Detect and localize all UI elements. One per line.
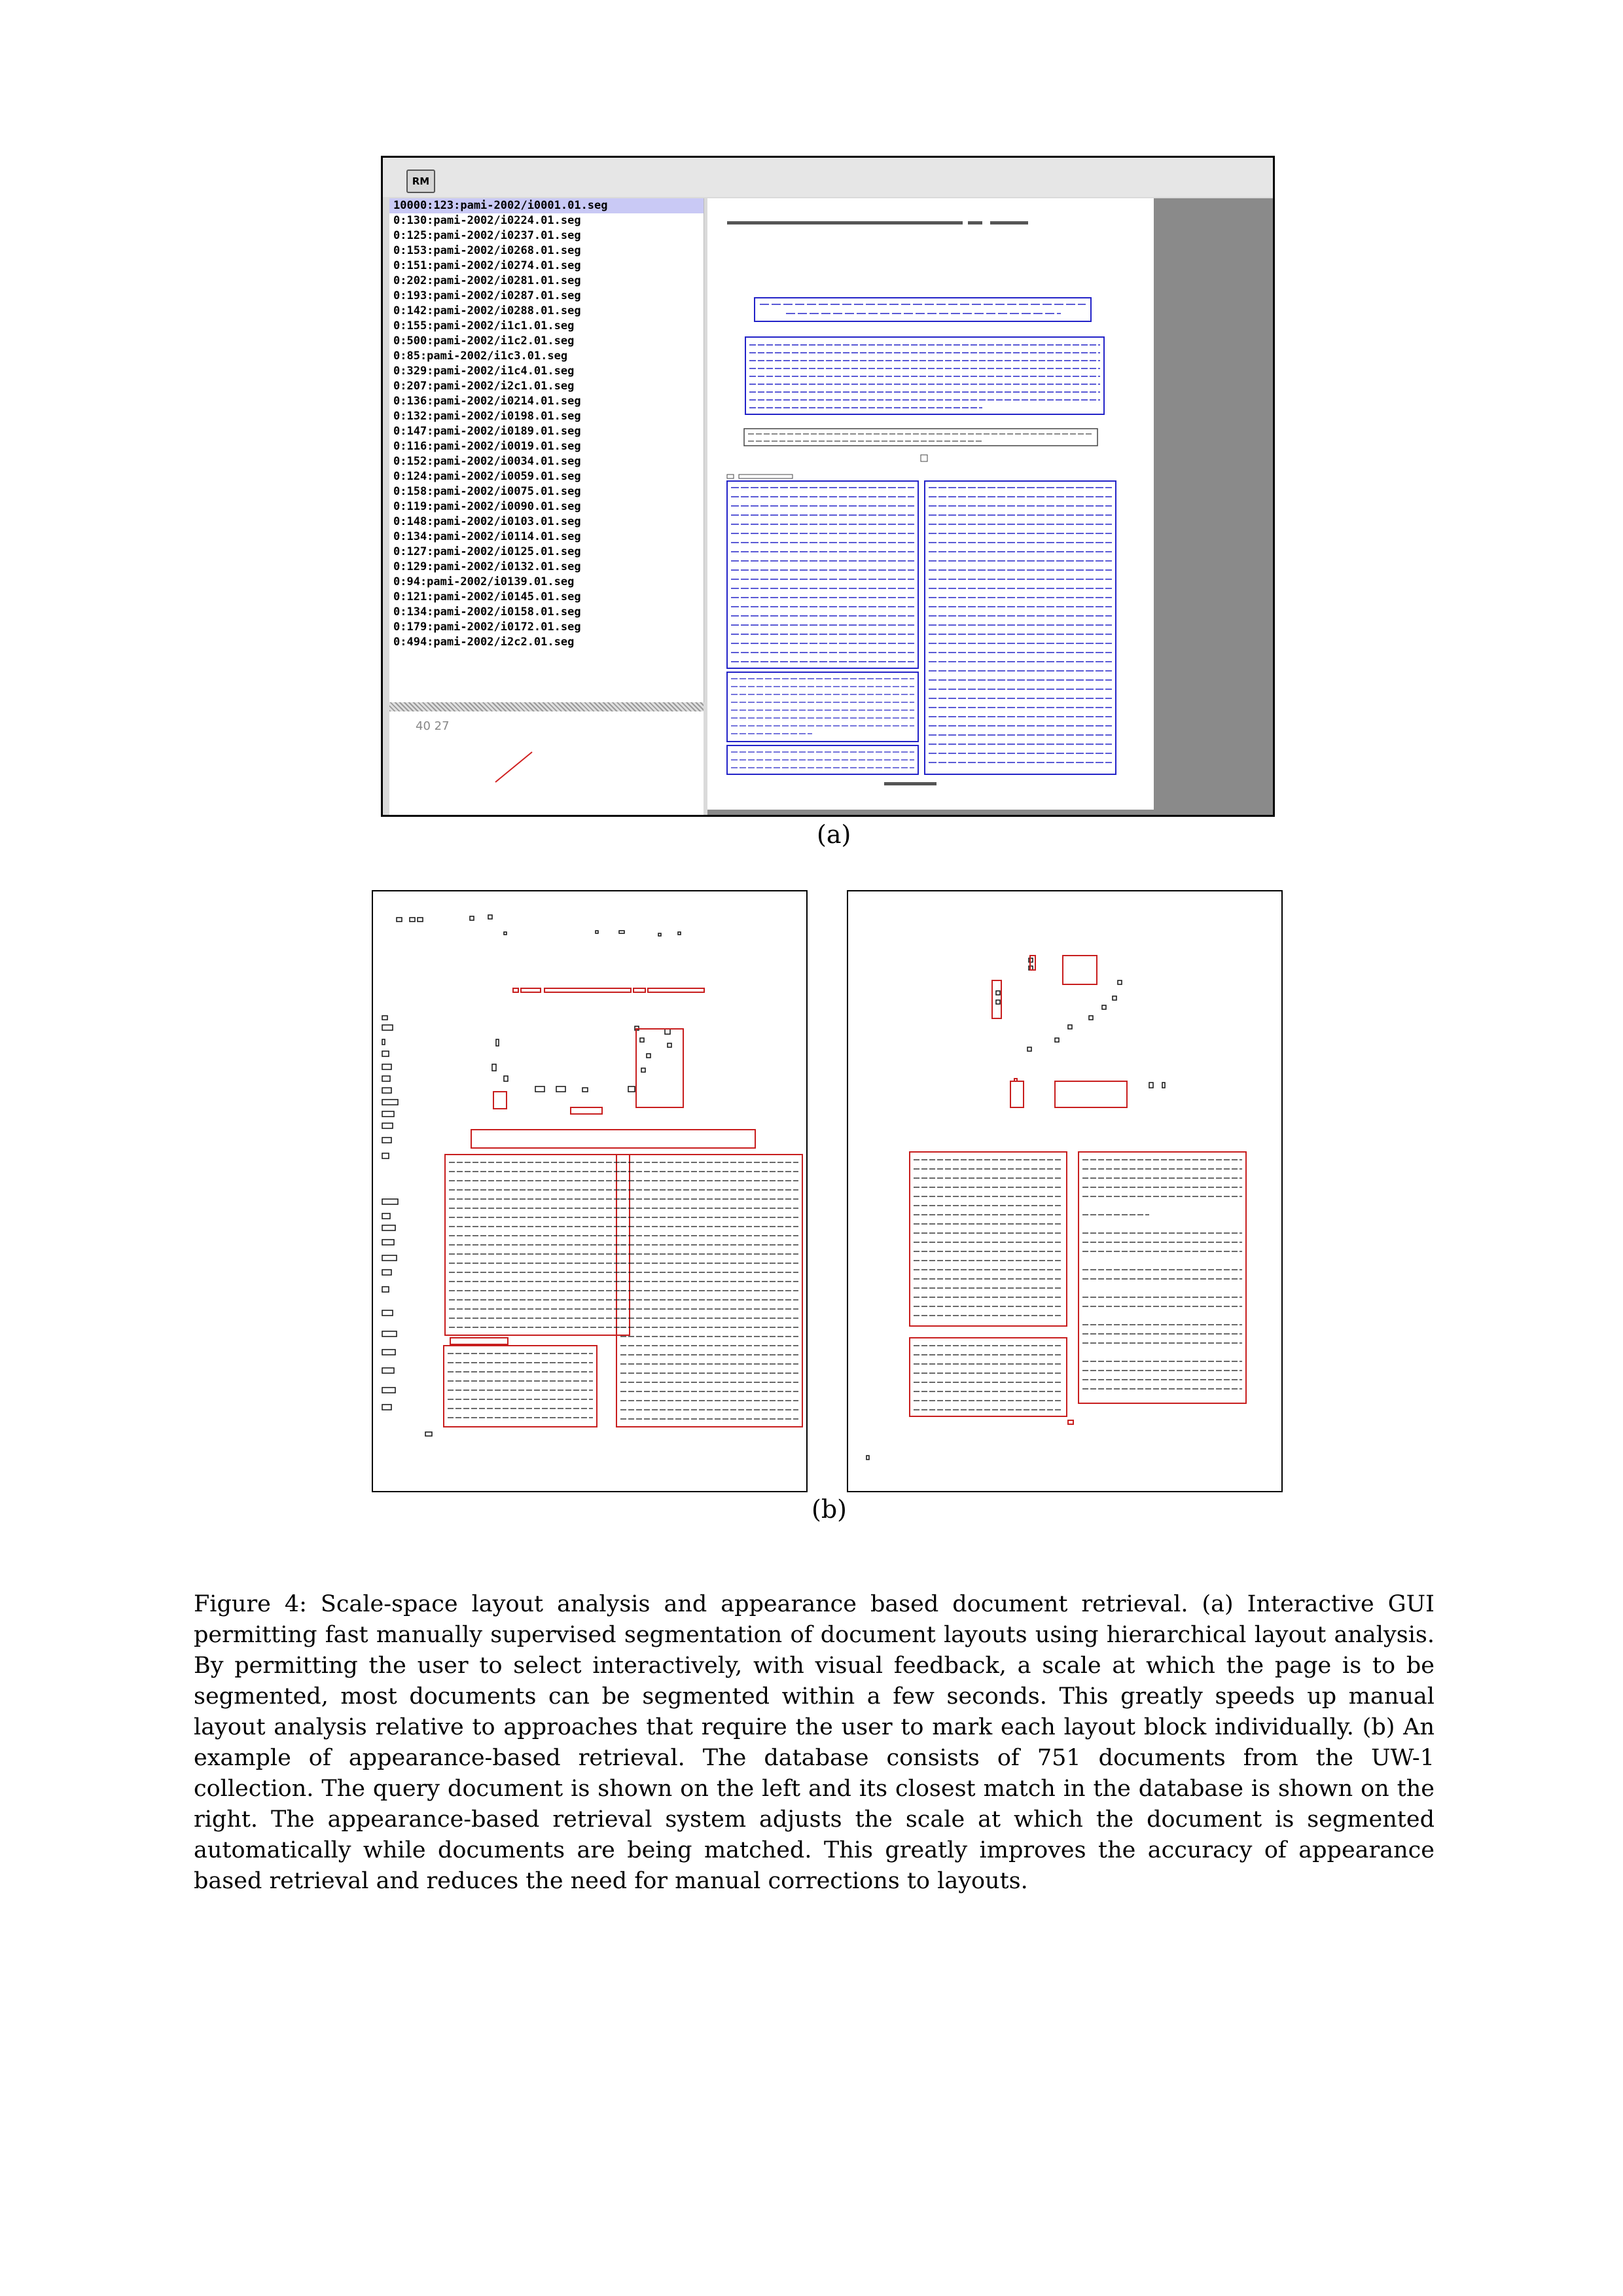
- file-list-item[interactable]: 0:179:pami-2002/i0172.01.seg: [393, 620, 581, 634]
- file-list-item-selected[interactable]: 10000:123:pami-2002/i0001.01.seg: [389, 198, 704, 213]
- file-list-item[interactable]: 0:127:pami-2002/i0125.01.seg: [393, 545, 581, 558]
- footnote-block: [726, 672, 919, 742]
- query-text-lines: [448, 1162, 798, 1420]
- left-column-block: [726, 480, 919, 669]
- file-list-item[interactable]: 0:134:pami-2002/i0114.01.seg: [393, 530, 581, 543]
- drawing-panel[interactable]: 40 27: [389, 711, 704, 815]
- file-list-item[interactable]: 0:207:pami-2002/i2c1.01.seg: [393, 380, 575, 393]
- title-text: [760, 304, 1086, 314]
- query-document-svg: [382, 914, 803, 1437]
- query-margin-marks: [382, 1015, 433, 1437]
- file-list-item[interactable]: 0:151:pami-2002/i0274.01.seg: [393, 259, 581, 272]
- file-list-item[interactable]: 0:148:pami-2002/i0103.01.seg: [393, 515, 581, 528]
- file-list-item[interactable]: 0:147:pami-2002/i0189.01.seg: [393, 425, 581, 438]
- segmented-page-preview: [707, 198, 1154, 810]
- header-text: [727, 221, 963, 224]
- file-list-item[interactable]: 0:500:pami-2002/i1c2.01.seg: [393, 334, 575, 348]
- file-list-item[interactable]: 0:130:pami-2002/i0224.01.seg: [393, 214, 581, 227]
- match-text-lines: [914, 1159, 1242, 1410]
- file-list-item[interactable]: 0:158:pami-2002/i0075.01.seg: [393, 485, 581, 498]
- rm-button[interactable]: RM: [406, 170, 435, 193]
- file-list-item[interactable]: 0:202:pami-2002/i0281.01.seg: [393, 274, 581, 287]
- subfigure-label-a: (a): [817, 820, 851, 849]
- gui-toolbar: RM: [383, 158, 1273, 197]
- file-list-item[interactable]: 0:153:pami-2002/i0268.01.seg: [393, 244, 581, 257]
- match-page-marks: [866, 958, 1166, 1460]
- footnote-block: [726, 745, 919, 775]
- file-list-item[interactable]: 0:134:pami-2002/i0158.01.seg: [393, 605, 581, 619]
- left-column-text: [731, 487, 914, 662]
- page-preview-panel[interactable]: [707, 198, 1273, 815]
- coordinate-readout: 40 27: [416, 719, 450, 733]
- file-list-item[interactable]: 0:132:pami-2002/i0198.01.seg: [393, 410, 581, 423]
- file-list-item[interactable]: 0:125:pami-2002/i0237.01.seg: [393, 229, 581, 242]
- file-list-item[interactable]: 0:329:pami-2002/i1c4.01.seg: [393, 365, 575, 378]
- right-column-block: [924, 480, 1116, 775]
- file-list-item[interactable]: 0:94:pami-2002/i0139.01.seg: [393, 575, 575, 588]
- keywords-block: [743, 428, 1098, 446]
- section-heading: [726, 474, 734, 479]
- file-list-item[interactable]: 0:136:pami-2002/i0214.01.seg: [393, 395, 581, 408]
- file-list-item[interactable]: 0:124:pami-2002/i0059.01.seg: [393, 470, 581, 483]
- segmented-page-svg: [726, 221, 1116, 785]
- file-list-item[interactable]: 0:142:pami-2002/i0288.01.seg: [393, 304, 581, 317]
- file-list-item[interactable]: 0:129:pami-2002/i0132.01.seg: [393, 560, 581, 573]
- abstract-block: [745, 336, 1105, 415]
- file-list-item[interactable]: 0:119:pami-2002/i0090.01.seg: [393, 500, 581, 513]
- header-text: [990, 221, 1028, 224]
- page-marker: [920, 454, 928, 462]
- matched-document-page: [847, 890, 1283, 1492]
- segment-file-list[interactable]: 10000:123:pami-2002/i0001.01.seg 0:130:pa…: [389, 198, 704, 702]
- header-text: [968, 221, 982, 224]
- file-list-item[interactable]: 0:193:pami-2002/i0287.01.seg: [393, 289, 581, 302]
- right-column-text: [929, 487, 1112, 763]
- file-list-item[interactable]: 0:152:pami-2002/i0034.01.seg: [393, 455, 581, 468]
- file-list-item[interactable]: 0:494:pami-2002/i2c2.01.seg: [393, 636, 575, 649]
- matched-document-svg: [866, 955, 1247, 1460]
- section-heading: [738, 474, 793, 479]
- match-segment-boxes: [909, 955, 1247, 1425]
- query-segment-boxes: [443, 988, 803, 1427]
- file-list-item[interactable]: 0:116:pami-2002/i0019.01.seg: [393, 440, 581, 453]
- file-list-item[interactable]: 0:85:pami-2002/i1c3.01.seg: [393, 350, 568, 363]
- query-document-page: [372, 890, 808, 1492]
- page-footer: [884, 782, 936, 785]
- segmentation-gui-screenshot: RM 10000:123:pami-2002/i0001.01.seg 0:130…: [381, 156, 1275, 817]
- query-page-marks: [396, 914, 681, 1092]
- abstract-text: [749, 344, 1100, 408]
- figure-caption: Figure 4: Scale-space layout analysis an…: [194, 1591, 1435, 1894]
- file-list-item[interactable]: 0:121:pami-2002/i0145.01.seg: [393, 590, 581, 603]
- title-block: [754, 297, 1092, 322]
- file-list-item[interactable]: 0:155:pami-2002/i1c1.01.seg: [393, 319, 575, 332]
- list-scrollbar[interactable]: [389, 702, 704, 711]
- scale-stroke-line: [495, 751, 533, 783]
- subfigure-label-b: (b): [812, 1495, 847, 1524]
